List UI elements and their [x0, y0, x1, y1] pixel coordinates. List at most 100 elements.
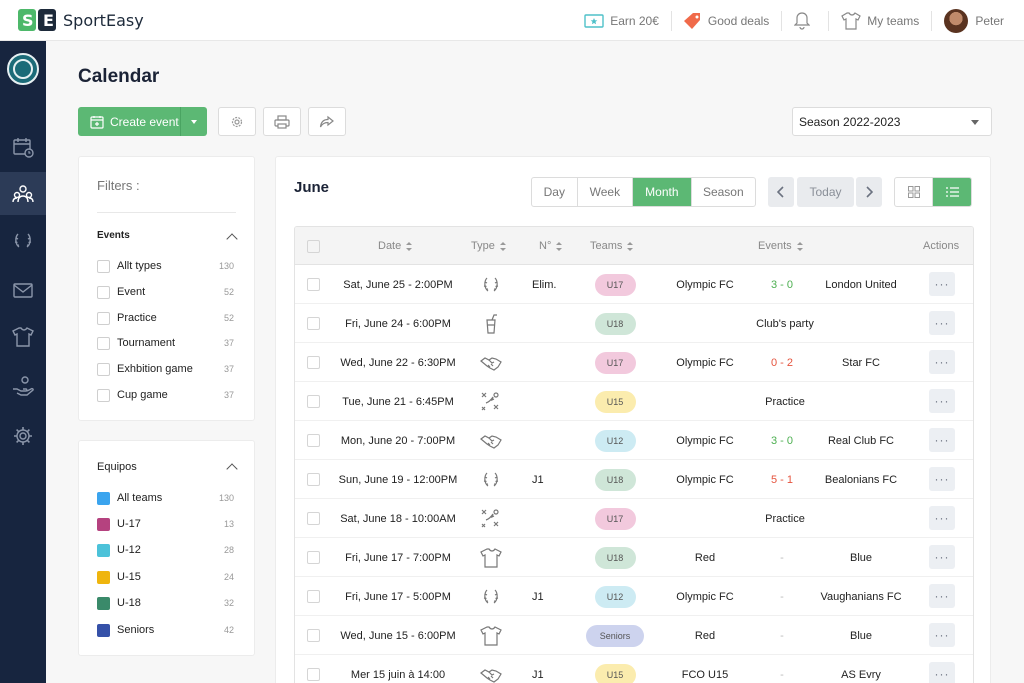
drink-icon [480, 313, 502, 335]
more-actions-button[interactable]: ··· [929, 467, 955, 491]
row-checkbox[interactable] [307, 278, 320, 291]
team-icon [12, 184, 34, 202]
logo[interactable]: S E SportEasy [18, 9, 144, 31]
season-select[interactable]: Season 2022-2023 [792, 107, 992, 136]
filter-count: 42 [223, 625, 234, 635]
table-row[interactable]: Sat, June 18 - 10:00AM U17 Practice ··· [295, 499, 973, 538]
sidebar-item-team[interactable] [0, 172, 46, 215]
more-actions-button[interactable]: ··· [929, 311, 955, 335]
filter-team[interactable]: U-15 24 [97, 568, 234, 586]
filter-event-type[interactable]: Tournament 37 [97, 334, 234, 352]
row-checkbox[interactable] [307, 629, 320, 642]
table-row[interactable]: Fri, June 17 - 7:00PM U18 Red - Blue ··· [295, 538, 973, 577]
column-events[interactable]: Events [758, 240, 803, 252]
row-checkbox[interactable] [307, 395, 320, 408]
more-actions-button[interactable]: ··· [929, 623, 955, 647]
settings-button[interactable] [218, 107, 256, 136]
away-team: Blue [849, 551, 873, 564]
checkbox[interactable] [97, 285, 110, 299]
next-button[interactable] [856, 177, 882, 207]
table-row[interactable]: Tue, June 21 - 6:45PM U15 Practice ··· [295, 382, 973, 421]
sidebar-item-calendar[interactable] [0, 125, 46, 168]
create-event-dropdown[interactable] [181, 107, 207, 136]
table-row[interactable]: Sun, June 19 - 12:00PM J1 U18 Olympic FC 5 -… [295, 460, 973, 499]
column-teams[interactable]: Teams [590, 240, 634, 252]
table-row[interactable]: Mon, June 20 - 7:00PM U12 Olympic FC 3 - 0 R… [295, 421, 973, 460]
filter-event-type[interactable]: Practice 52 [97, 309, 234, 327]
share-button[interactable] [308, 107, 346, 136]
checkbox[interactable] [97, 336, 110, 350]
print-button[interactable] [263, 107, 301, 136]
row-checkbox[interactable] [307, 434, 320, 447]
club-badge[interactable] [7, 53, 39, 85]
select-all-checkbox[interactable] [307, 240, 320, 253]
filter-team[interactable]: U-17 13 [97, 515, 234, 533]
checkbox[interactable] [97, 388, 110, 402]
list-view-button[interactable] [933, 178, 971, 206]
sidebar-item-payments[interactable] [0, 364, 46, 407]
notifications-button[interactable] [782, 10, 830, 31]
column-number[interactable]: N° [539, 240, 563, 252]
filter-event-type[interactable]: Allt types 130 [97, 257, 234, 275]
row-checkbox[interactable] [307, 473, 320, 486]
top-bar: S E SportEasy Earn 20€ Good deals My tea… [0, 0, 1024, 41]
table-row[interactable]: Fri, June 17 - 5:00PM J1 U12 Olympic FC - Vau… [295, 577, 973, 616]
table-row[interactable]: Wed, June 15 - 6:00PM Seniors Red - Blue ··· [295, 616, 973, 655]
more-actions-button[interactable]: ··· [929, 545, 955, 569]
checkbox[interactable] [97, 362, 110, 376]
chevron-up-icon[interactable] [226, 463, 238, 475]
view-week[interactable]: Week [578, 178, 634, 206]
filter-team[interactable]: U-18 32 [97, 594, 234, 612]
more-actions-button[interactable]: ··· [929, 662, 955, 683]
filter-team[interactable]: Seniors 42 [97, 621, 234, 639]
row-checkbox[interactable] [307, 668, 320, 681]
sidebar-item-jerseys[interactable] [0, 315, 46, 358]
chevron-up-icon[interactable] [226, 233, 238, 245]
row-checkbox[interactable] [307, 590, 320, 603]
row-checkbox[interactable] [307, 356, 320, 369]
my-teams-link[interactable]: My teams [829, 10, 933, 31]
row-checkbox[interactable] [307, 551, 320, 564]
filter-event-type[interactable]: Exhbition game 37 [97, 360, 234, 378]
more-actions-button[interactable]: ··· [929, 428, 955, 452]
sidebar-item-settings[interactable] [0, 414, 46, 457]
jersey-icon [480, 547, 502, 569]
good-deals-link[interactable]: Good deals [672, 10, 783, 31]
view-season[interactable]: Season [702, 185, 744, 199]
table-row[interactable]: Wed, June 22 - 6:30PM U17 Olympic FC 0 - 2 S… [295, 343, 973, 382]
table-row[interactable]: Sat, June 25 - 2:00PM Elim. U17 Olympic FC 3… [295, 265, 973, 304]
filter-event-type[interactable]: Cup game 37 [97, 386, 234, 404]
user-menu[interactable]: Peter [932, 8, 1004, 33]
earn-link[interactable]: Earn 20€ [572, 10, 672, 31]
more-actions-button[interactable]: ··· [929, 584, 955, 608]
view-month[interactable]: Month [633, 178, 692, 206]
filter-event-type[interactable]: Event 52 [97, 283, 234, 301]
create-event-button[interactable]: Create event [78, 107, 207, 136]
calendar-panel: June Day Week Month Season Today Date Ty… [275, 156, 991, 683]
sidebar-item-messages[interactable] [0, 268, 46, 311]
table-row[interactable]: Fri, June 24 - 6:00PM U18 Club's party ··· [295, 304, 973, 343]
view-day[interactable]: Day [532, 178, 578, 206]
score: - [780, 590, 784, 603]
checkbox[interactable] [97, 311, 110, 325]
event-date: Mon, June 20 - 7:00PM [340, 434, 456, 447]
row-checkbox[interactable] [307, 512, 320, 525]
column-date[interactable]: Date [378, 240, 413, 252]
column-type[interactable]: Type [471, 240, 506, 252]
checkbox[interactable] [97, 259, 110, 273]
tactics-icon [480, 508, 502, 530]
more-actions-button[interactable]: ··· [929, 272, 955, 296]
more-actions-button[interactable]: ··· [929, 389, 955, 413]
today-button[interactable]: Today [797, 177, 854, 207]
prev-button[interactable] [768, 177, 794, 207]
more-actions-button[interactable]: ··· [929, 350, 955, 374]
row-checkbox[interactable] [307, 317, 320, 330]
more-actions-button[interactable]: ··· [929, 506, 955, 530]
bell-icon [794, 11, 811, 30]
grid-view-button[interactable] [895, 178, 934, 206]
filter-team[interactable]: U-12 28 [97, 541, 234, 559]
sidebar-item-competitions[interactable] [0, 219, 46, 262]
filter-team[interactable]: All teams 130 [97, 489, 234, 507]
team-badge: U18 [594, 546, 636, 569]
table-row[interactable]: Mer 15 juin à 14:00 J1 U15 FCO U15 - AS Evry ·… [295, 655, 973, 683]
